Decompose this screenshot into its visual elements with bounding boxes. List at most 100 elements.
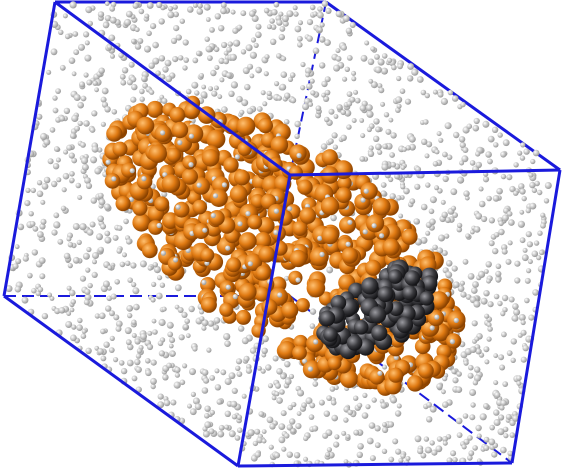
cluster-atom <box>257 118 273 134</box>
water-particle <box>134 338 141 345</box>
water-particle <box>333 441 340 448</box>
water-particle <box>58 307 66 314</box>
water-particle <box>281 446 287 452</box>
water-particle <box>187 403 192 409</box>
water-particle <box>309 323 316 329</box>
water-particle <box>462 147 469 153</box>
core-atom <box>387 269 403 284</box>
water-particle <box>182 39 189 46</box>
water-particle <box>84 177 91 184</box>
cluster-atom <box>341 247 358 264</box>
water-particle <box>306 83 313 90</box>
water-particle <box>125 238 132 245</box>
water-particle <box>204 36 210 42</box>
water-particle <box>146 343 154 351</box>
water-particle <box>278 436 286 444</box>
water-particle <box>236 414 243 421</box>
hydrogen-atom <box>245 211 251 217</box>
water-particle <box>119 261 126 268</box>
water-particle <box>165 75 173 83</box>
water-particle <box>318 399 325 406</box>
water-particle <box>141 75 148 82</box>
water-particle <box>335 48 341 54</box>
water-particle <box>333 64 341 72</box>
water-particle <box>178 55 184 61</box>
water-particle <box>518 183 525 190</box>
water-particle <box>370 81 378 89</box>
water-particle <box>475 212 483 220</box>
water-particle <box>510 338 517 345</box>
cluster-atom <box>192 199 208 215</box>
water-particle <box>203 3 211 11</box>
water-particle <box>85 347 92 354</box>
water-particle <box>461 444 467 450</box>
water-particle <box>94 167 102 175</box>
water-particle <box>252 440 259 447</box>
water-particle <box>266 90 272 97</box>
water-particle <box>435 445 443 453</box>
water-particle <box>453 131 460 139</box>
water-particle <box>302 103 310 111</box>
water-particle <box>429 218 436 226</box>
water-particle <box>380 101 386 107</box>
water-particle <box>335 10 343 18</box>
water-particle <box>104 1 110 6</box>
water-particle <box>491 126 499 133</box>
water-particle <box>377 58 385 66</box>
hydrogen-atom <box>379 233 385 239</box>
water-particle <box>271 395 277 401</box>
water-particle <box>53 212 60 219</box>
water-particle <box>324 116 330 123</box>
water-particle <box>124 18 132 26</box>
water-particle <box>483 445 490 451</box>
water-particle <box>59 64 66 71</box>
water-particle <box>169 337 176 344</box>
water-particle <box>240 49 247 55</box>
water-particle <box>181 311 188 318</box>
water-particle <box>12 263 19 270</box>
cluster-atom <box>327 356 342 371</box>
water-particle <box>276 368 283 375</box>
water-particle <box>190 391 196 397</box>
water-particle <box>467 372 474 379</box>
cluster-atom <box>171 121 189 139</box>
water-particle <box>77 101 84 109</box>
water-particle <box>480 297 488 305</box>
water-particle <box>170 37 178 45</box>
water-particle <box>107 44 113 50</box>
water-particle <box>455 386 463 394</box>
hydrogen-atom <box>160 130 166 136</box>
water-particle <box>445 260 453 267</box>
water-particle <box>404 98 412 105</box>
water-particle <box>201 369 209 376</box>
water-particle <box>444 122 452 130</box>
water-particle <box>86 79 93 86</box>
water-particle <box>459 160 465 166</box>
water-particle <box>149 89 155 95</box>
water-particle <box>537 230 543 236</box>
water-particle <box>306 19 314 26</box>
water-particle <box>450 188 458 196</box>
water-particle <box>14 285 22 293</box>
water-particle <box>187 6 194 13</box>
water-particle <box>522 247 528 253</box>
water-particle <box>477 270 486 278</box>
water-particle <box>453 281 460 289</box>
water-particle <box>529 202 537 210</box>
water-particle <box>473 117 480 125</box>
cluster-atom <box>289 249 307 268</box>
water-particle <box>63 149 69 155</box>
water-particle <box>525 231 532 238</box>
water-particle <box>224 410 231 417</box>
water-particle <box>175 34 182 41</box>
water-particle <box>351 76 357 82</box>
water-particle <box>382 422 387 428</box>
cluster-atom <box>254 286 270 302</box>
water-particle <box>46 69 52 75</box>
water-particle <box>255 31 262 39</box>
water-particle <box>85 182 93 190</box>
water-particle <box>407 75 414 82</box>
water-particle <box>324 76 331 83</box>
water-particle <box>354 97 361 104</box>
water-particle <box>452 377 459 384</box>
